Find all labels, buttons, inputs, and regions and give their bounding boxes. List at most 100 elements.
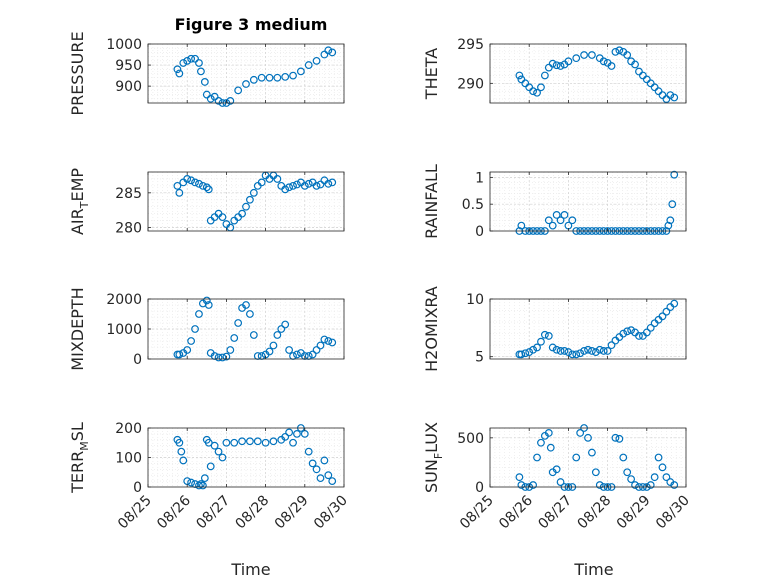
data-point bbox=[202, 183, 211, 192]
data-point bbox=[627, 475, 636, 484]
data-point bbox=[175, 69, 184, 78]
data-point bbox=[285, 346, 294, 354]
data-point bbox=[544, 332, 553, 340]
data-point bbox=[533, 453, 541, 462]
data-point bbox=[650, 473, 659, 482]
data-point bbox=[623, 327, 632, 336]
data-point bbox=[521, 79, 530, 88]
y-axis-label: AIRTEMP bbox=[68, 168, 91, 235]
y-axis-label: THETA bbox=[422, 48, 441, 100]
data-point bbox=[293, 430, 301, 438]
y-tick-label: 1000 bbox=[106, 37, 142, 53]
data-point bbox=[646, 481, 655, 489]
y-axis-label: H2OMIXRA bbox=[422, 286, 441, 372]
data-point bbox=[521, 349, 530, 358]
subplot-5: 0 1000 2000 MIXDEPTH bbox=[68, 287, 345, 371]
y-tick-label: 10 bbox=[466, 292, 484, 308]
y-tick-label: 500 bbox=[457, 431, 484, 447]
axes-frame bbox=[489, 43, 687, 104]
data-point bbox=[548, 221, 557, 230]
data-point bbox=[560, 211, 569, 219]
data-point bbox=[246, 437, 254, 446]
data-point bbox=[204, 438, 213, 447]
data-point bbox=[202, 90, 211, 99]
data-point bbox=[206, 462, 215, 471]
axes-frame bbox=[489, 427, 687, 488]
data-point bbox=[238, 209, 246, 218]
data-point bbox=[226, 96, 235, 105]
data-point bbox=[320, 335, 329, 344]
data-point bbox=[642, 328, 651, 337]
data-point bbox=[242, 202, 250, 211]
data-point bbox=[548, 59, 557, 68]
data-point bbox=[668, 200, 677, 209]
data-point bbox=[603, 347, 612, 355]
data-point bbox=[230, 334, 239, 342]
data-point bbox=[517, 221, 526, 230]
data-point bbox=[552, 465, 561, 474]
data-point bbox=[200, 78, 209, 86]
data-point bbox=[619, 329, 628, 338]
y-tick-label: 900 bbox=[115, 79, 142, 95]
plot-area bbox=[148, 172, 344, 231]
data-point bbox=[529, 481, 538, 489]
data-point bbox=[631, 60, 639, 69]
data-point bbox=[662, 307, 671, 316]
data-point bbox=[599, 347, 608, 355]
data-point bbox=[572, 350, 581, 359]
data-point bbox=[580, 347, 588, 355]
y-tick-label: 1000 bbox=[106, 322, 142, 338]
data-point bbox=[324, 471, 333, 480]
y-tick-label: 2000 bbox=[106, 292, 142, 308]
data-point bbox=[328, 178, 337, 187]
data-point bbox=[214, 353, 223, 362]
data-point bbox=[537, 337, 545, 346]
data-point bbox=[218, 213, 227, 222]
data-point bbox=[179, 59, 188, 67]
data-point bbox=[324, 46, 333, 55]
data-point bbox=[191, 54, 199, 63]
data-point bbox=[533, 343, 541, 352]
y-tick-label: 950 bbox=[115, 58, 142, 74]
data-point bbox=[281, 185, 290, 194]
axes-frame bbox=[489, 171, 687, 232]
data-point bbox=[595, 481, 604, 489]
data-point bbox=[308, 459, 317, 468]
data-point bbox=[560, 347, 569, 355]
data-point bbox=[588, 51, 596, 59]
data-point bbox=[607, 341, 616, 350]
data-point bbox=[646, 323, 655, 332]
data-point bbox=[179, 456, 188, 465]
data-point bbox=[277, 325, 286, 333]
y-tick-label: 0 bbox=[475, 480, 484, 496]
data-point bbox=[646, 79, 655, 88]
data-point bbox=[253, 437, 262, 446]
data-point bbox=[177, 447, 186, 456]
y-tick-label: 5 bbox=[475, 350, 484, 366]
data-point bbox=[591, 468, 600, 477]
subplot-3: 280 285 AIRTEMP bbox=[68, 168, 345, 237]
data-point bbox=[191, 325, 199, 333]
data-point bbox=[544, 429, 553, 437]
data-point bbox=[611, 47, 620, 56]
data-point bbox=[544, 63, 553, 72]
data-point bbox=[635, 67, 643, 76]
subplot-1: 900 950 1000 PRESSURE bbox=[68, 31, 345, 116]
data-point bbox=[546, 443, 555, 452]
data-point bbox=[623, 468, 632, 477]
data-point bbox=[572, 54, 581, 63]
data-point bbox=[525, 83, 534, 92]
data-point bbox=[642, 75, 651, 84]
data-point bbox=[533, 88, 541, 97]
data-point bbox=[556, 216, 565, 225]
data-point bbox=[289, 181, 297, 190]
data-point bbox=[289, 71, 297, 80]
data-point bbox=[218, 353, 227, 362]
data-point bbox=[328, 48, 337, 57]
data-point bbox=[588, 347, 596, 355]
data-point bbox=[187, 478, 196, 487]
data-point bbox=[623, 51, 632, 59]
data-point bbox=[273, 331, 282, 339]
data-point bbox=[222, 352, 231, 361]
data-point bbox=[198, 481, 207, 490]
